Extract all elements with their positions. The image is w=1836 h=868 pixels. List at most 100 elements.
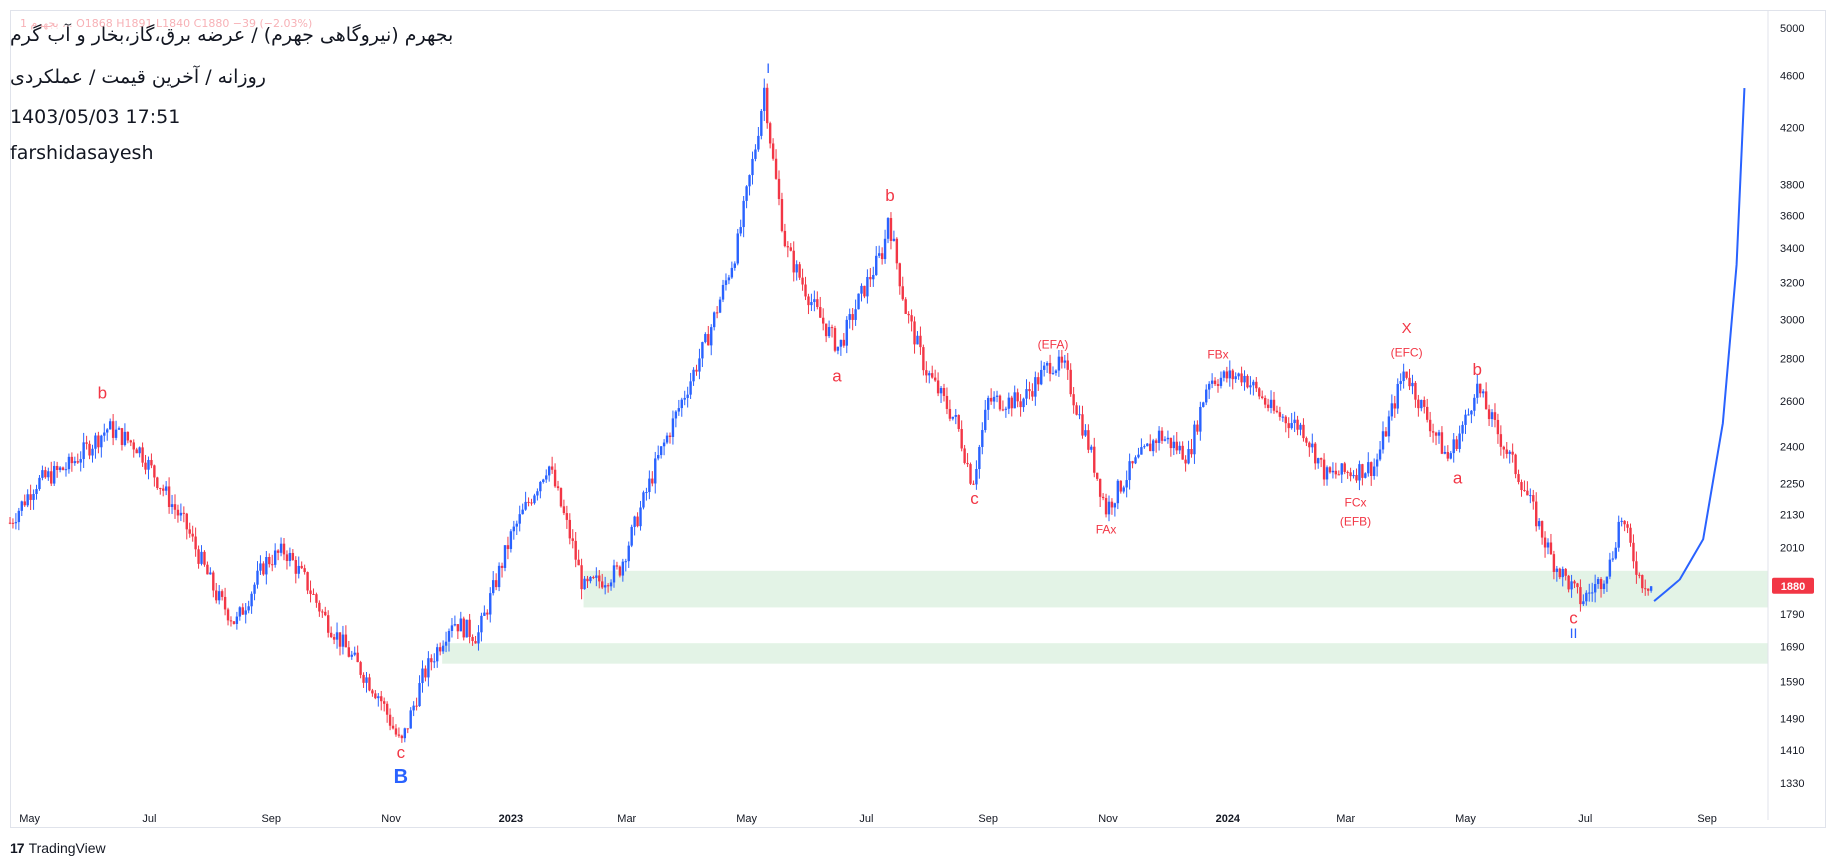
candle-body — [1261, 396, 1264, 399]
candle-body — [618, 566, 622, 576]
candle-body — [662, 442, 666, 447]
time-tick-label: Mar — [617, 813, 636, 825]
candle-body — [1213, 380, 1217, 385]
candle-body — [1328, 467, 1332, 473]
candle-body — [1517, 474, 1520, 483]
candle-body — [1443, 451, 1447, 454]
candle-body — [848, 314, 851, 320]
candle-body — [860, 285, 863, 294]
candle-body — [1128, 461, 1131, 481]
candle-body — [1066, 360, 1069, 370]
candle-body — [85, 442, 88, 444]
candle-body — [1431, 431, 1435, 433]
support-zone — [583, 570, 1768, 608]
time-tick-label: Nov — [381, 813, 401, 825]
candle-body — [306, 572, 309, 591]
last-price-label: 1880 — [1781, 581, 1805, 593]
candle-body — [536, 491, 539, 496]
candle-body — [427, 658, 430, 678]
candle-body — [995, 395, 999, 397]
candle-body — [1484, 391, 1488, 410]
candle-body — [1190, 448, 1193, 455]
price-tick-label: 1330 — [1780, 778, 1804, 790]
candle-body — [250, 593, 253, 607]
candle-body — [1031, 391, 1034, 397]
candle-body — [863, 285, 866, 297]
candle-body — [889, 218, 893, 241]
candle-body — [1072, 394, 1075, 406]
candle-body — [527, 501, 530, 503]
candle-body — [1337, 474, 1341, 476]
candle-body — [335, 632, 339, 640]
candle-body — [1626, 524, 1629, 528]
candle-body — [615, 565, 619, 567]
candle-body — [1207, 383, 1211, 390]
candle-body — [789, 247, 792, 251]
candle-body — [830, 327, 834, 329]
candle-body — [763, 87, 766, 111]
candle-body — [1614, 547, 1617, 559]
candle-body — [465, 619, 468, 638]
candle-body — [91, 448, 94, 456]
candle-body — [989, 397, 993, 402]
candle-body — [736, 233, 739, 264]
candle-body — [1511, 451, 1514, 455]
candle-body — [200, 551, 203, 564]
candle-body — [1564, 568, 1567, 576]
candle-body — [612, 565, 616, 583]
candle-body — [468, 619, 471, 637]
candle-body — [1252, 381, 1255, 386]
candle-body — [52, 465, 56, 484]
candle-body — [223, 596, 227, 610]
candle-body — [571, 538, 574, 541]
candle-body — [97, 435, 100, 448]
candle-body — [235, 616, 239, 624]
candle-body — [1308, 442, 1311, 448]
tradingview-brand[interactable]: 17 TradingView — [10, 840, 106, 856]
candle-body — [1605, 576, 1609, 584]
candle-body — [683, 397, 686, 400]
candle-body — [783, 230, 787, 247]
price-tick-label: 1790 — [1780, 609, 1804, 621]
candle-body — [1372, 466, 1376, 476]
tradingview-logo-icon: 17 — [10, 840, 25, 856]
candle-body — [774, 158, 778, 179]
candle-body — [798, 264, 801, 278]
candle-body — [1487, 409, 1491, 420]
candle-body — [1160, 430, 1164, 441]
price-tick-label: 1690 — [1780, 642, 1804, 654]
candle-body — [450, 625, 454, 631]
candle-body — [382, 701, 386, 704]
candle-body — [1635, 561, 1638, 575]
candle-body — [751, 158, 754, 176]
candle-body — [1449, 453, 1452, 459]
candle-body — [710, 327, 713, 346]
candle-body — [792, 250, 795, 273]
candle-body — [341, 634, 345, 647]
candle-body — [226, 609, 230, 621]
candle-body — [497, 565, 501, 588]
candle-body — [135, 449, 138, 454]
candle-body — [724, 280, 728, 285]
candle-body — [509, 531, 513, 549]
candle-body — [901, 286, 904, 300]
candle-body — [288, 552, 292, 561]
candle-body — [1526, 490, 1529, 496]
candle-body — [866, 276, 869, 297]
candle-body — [1608, 559, 1612, 577]
candle-body — [1054, 370, 1058, 373]
candle-body — [73, 461, 77, 464]
candle-body — [1196, 424, 1199, 432]
candle-body — [813, 299, 816, 303]
candle-body — [88, 443, 91, 456]
candle-body — [273, 550, 277, 565]
candle-body — [892, 238, 896, 241]
candle-body — [1175, 441, 1178, 451]
candle-body — [1199, 406, 1202, 432]
candle-body — [20, 501, 23, 511]
price-tick-label: 3600 — [1780, 210, 1804, 222]
candle-body — [279, 543, 283, 553]
candle-body — [1266, 404, 1270, 408]
candle-body — [1040, 369, 1043, 385]
